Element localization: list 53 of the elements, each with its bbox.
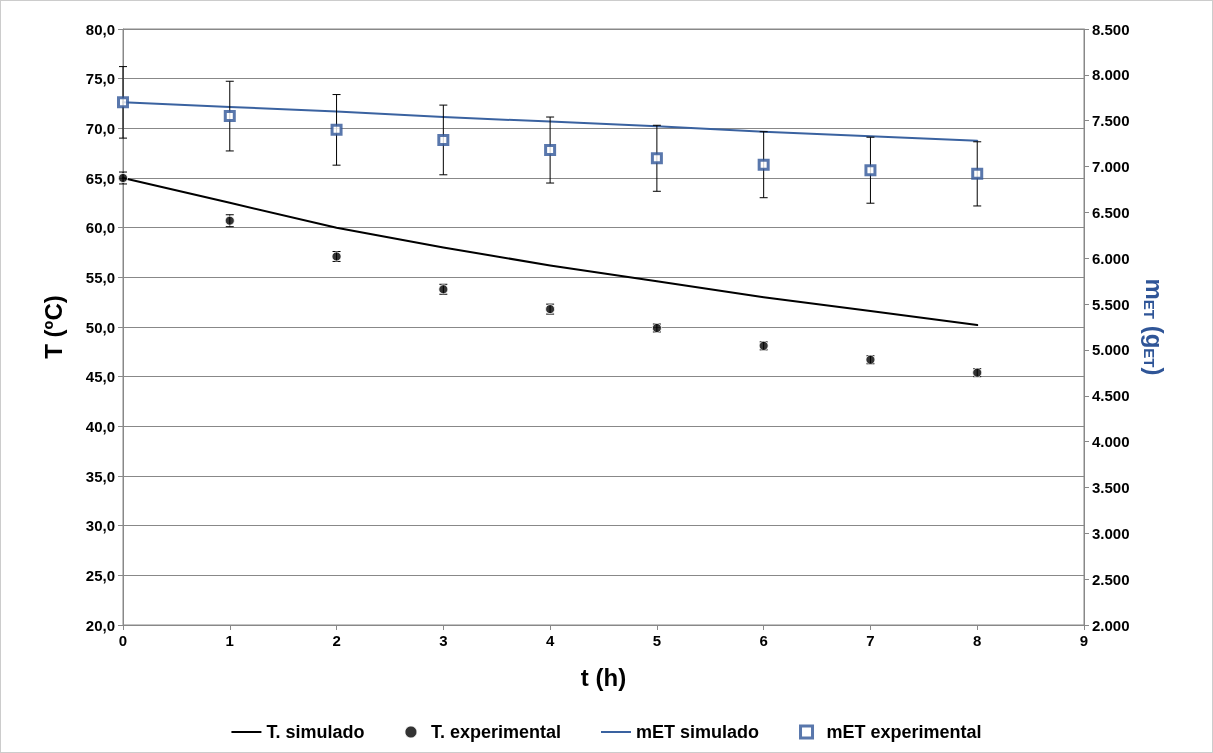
point <box>544 144 557 157</box>
y-tick-label: 25,0 <box>85 566 115 584</box>
x-tick-label: 5 <box>652 632 662 649</box>
point <box>650 152 663 165</box>
x-tick-label: 6 <box>759 632 768 649</box>
point <box>437 133 450 146</box>
y-tick-label: 40,0 <box>85 417 115 435</box>
x-tick-label: 0 <box>118 632 128 649</box>
y-axis-title: T (ºC) <box>39 295 67 359</box>
x-axis-title: t (h) <box>580 663 627 691</box>
y-tick-label: 75,0 <box>85 70 115 88</box>
x-tick-label: 1 <box>225 632 234 649</box>
y2-tick-label: 3.000 <box>1092 524 1130 542</box>
point <box>757 158 770 171</box>
y2-tick-label: 6.500 <box>1092 203 1130 221</box>
legend-label: T. experimental <box>430 722 562 742</box>
y2-tick-label: 8.500 <box>1092 20 1130 38</box>
point <box>864 164 877 177</box>
y2-tick-label: 2.000 <box>1092 616 1130 634</box>
y2-tick-label: 4.000 <box>1092 433 1130 451</box>
y-tick-label: 20,0 <box>85 616 115 634</box>
y-tick-label: 35,0 <box>85 467 115 485</box>
point <box>971 167 984 180</box>
point <box>330 123 343 136</box>
y2-tick-label: 3.500 <box>1092 478 1130 496</box>
x-tick-label: 2 <box>332 632 341 649</box>
y-tick-label: 60,0 <box>85 219 115 237</box>
y-tick-label: 80,0 <box>85 20 115 38</box>
y2-tick-label: 4.500 <box>1092 387 1130 405</box>
x-tick-label: 7 <box>866 632 875 649</box>
legend-label: mET experimental <box>826 722 982 742</box>
y2-tick-label: 6.000 <box>1092 249 1130 267</box>
y2-tick-label: 5.500 <box>1092 295 1130 313</box>
x-tick-label: 8 <box>973 632 982 649</box>
y-tick-label: 70,0 <box>85 119 115 137</box>
y-tick-label: 30,0 <box>85 517 115 535</box>
y2-tick-label: 5.000 <box>1092 341 1130 359</box>
y-tick-label: 65,0 <box>85 169 115 187</box>
y-tick-label: 45,0 <box>85 368 115 386</box>
y2-axis-title: mET (gET) <box>1141 278 1168 376</box>
y2-tick-label: 2.500 <box>1092 570 1130 588</box>
y-tick-label: 50,0 <box>85 318 115 336</box>
point <box>117 96 129 109</box>
y2-tick-label: 7.500 <box>1092 112 1130 130</box>
x-tick-label: 9 <box>1079 632 1089 649</box>
x-tick-label: 4 <box>545 632 555 649</box>
legend-label: mET simulado <box>636 722 760 742</box>
y2-tick-label: 8.000 <box>1092 66 1130 84</box>
y-tick-label: 55,0 <box>85 268 115 286</box>
legend-label: T. simulado <box>266 722 365 742</box>
point <box>223 110 236 123</box>
x-tick-label: 3 <box>439 632 448 649</box>
y2-tick-label: 7.000 <box>1092 158 1130 176</box>
